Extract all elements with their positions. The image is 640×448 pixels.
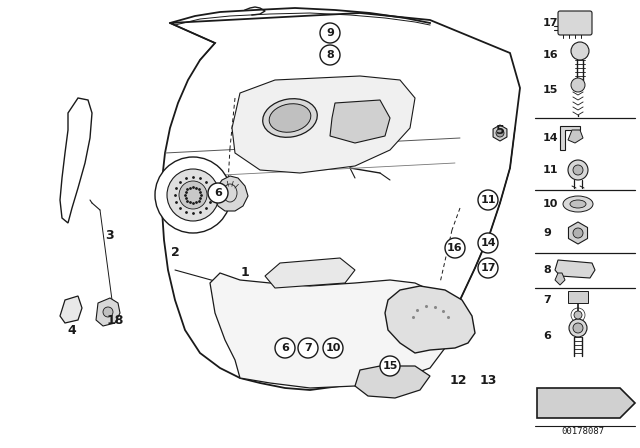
Polygon shape	[96, 298, 120, 326]
Polygon shape	[60, 296, 82, 323]
Text: 9: 9	[543, 228, 551, 238]
Polygon shape	[60, 98, 92, 223]
Polygon shape	[555, 260, 595, 278]
Circle shape	[574, 311, 582, 319]
Circle shape	[155, 157, 231, 233]
Circle shape	[573, 228, 583, 238]
Polygon shape	[355, 366, 430, 398]
Circle shape	[298, 338, 318, 358]
Circle shape	[571, 78, 585, 92]
Circle shape	[103, 307, 113, 317]
Circle shape	[569, 319, 587, 337]
Text: 13: 13	[479, 374, 497, 387]
Ellipse shape	[269, 104, 311, 132]
FancyBboxPatch shape	[558, 11, 592, 35]
Text: 8: 8	[326, 50, 334, 60]
Text: 11: 11	[480, 195, 496, 205]
Text: 2: 2	[171, 246, 179, 259]
Ellipse shape	[570, 200, 586, 208]
Polygon shape	[385, 286, 475, 353]
Text: 7: 7	[304, 343, 312, 353]
Text: 5: 5	[495, 124, 504, 137]
Text: 6: 6	[214, 188, 222, 198]
Text: 18: 18	[106, 314, 124, 327]
Ellipse shape	[563, 196, 593, 212]
Text: 9: 9	[326, 28, 334, 38]
Polygon shape	[265, 258, 355, 288]
Polygon shape	[215, 176, 248, 211]
Text: 10: 10	[543, 199, 558, 209]
Text: 14: 14	[543, 133, 559, 143]
Text: 15: 15	[543, 85, 558, 95]
Circle shape	[323, 338, 343, 358]
Text: 16: 16	[543, 50, 559, 60]
Text: 8: 8	[543, 265, 551, 275]
Polygon shape	[555, 273, 565, 285]
Circle shape	[568, 160, 588, 180]
Polygon shape	[330, 100, 390, 143]
Text: 1: 1	[241, 267, 250, 280]
Text: 6: 6	[543, 331, 551, 341]
Ellipse shape	[262, 99, 317, 137]
Text: 10: 10	[325, 343, 340, 353]
Circle shape	[478, 233, 498, 253]
Text: 11: 11	[543, 165, 559, 175]
Text: 4: 4	[68, 323, 76, 336]
Text: 17: 17	[480, 263, 496, 273]
Text: 00178087: 00178087	[561, 427, 605, 436]
Bar	[568, 291, 588, 303]
Circle shape	[478, 258, 498, 278]
Circle shape	[320, 23, 340, 43]
Polygon shape	[568, 130, 583, 143]
Circle shape	[179, 181, 207, 209]
Text: 12: 12	[449, 374, 467, 387]
Polygon shape	[210, 273, 450, 388]
Circle shape	[478, 190, 498, 210]
Polygon shape	[232, 76, 415, 173]
Circle shape	[573, 323, 583, 333]
Circle shape	[167, 169, 219, 221]
Text: 3: 3	[106, 228, 115, 241]
Circle shape	[380, 356, 400, 376]
Text: 16: 16	[447, 243, 463, 253]
Text: 17: 17	[543, 18, 559, 28]
Polygon shape	[560, 126, 580, 150]
Text: 7: 7	[543, 295, 551, 305]
Text: 6: 6	[281, 343, 289, 353]
Circle shape	[320, 45, 340, 65]
Circle shape	[573, 165, 583, 175]
Polygon shape	[162, 13, 520, 390]
Circle shape	[275, 338, 295, 358]
Polygon shape	[537, 388, 635, 418]
Circle shape	[445, 238, 465, 258]
Text: 15: 15	[382, 361, 397, 371]
Circle shape	[496, 129, 504, 137]
Circle shape	[208, 183, 228, 203]
Circle shape	[571, 42, 589, 60]
Text: 14: 14	[480, 238, 496, 248]
